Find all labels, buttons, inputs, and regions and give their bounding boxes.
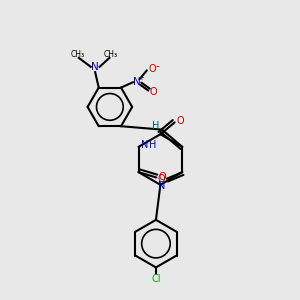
Text: N: N [133,77,140,87]
Text: O: O [148,64,156,74]
Text: O: O [157,174,165,184]
Text: CH₃: CH₃ [70,50,84,59]
Text: N: N [141,140,149,150]
Text: O: O [150,87,158,97]
Text: N: N [91,62,99,72]
Text: +: + [138,75,144,81]
Text: O: O [158,172,166,182]
Text: O: O [177,116,184,126]
Text: N: N [158,181,165,191]
Text: Cl: Cl [151,274,161,284]
Text: H: H [152,121,160,131]
Text: -: - [155,61,159,70]
Text: CH₃: CH₃ [104,50,118,59]
Text: H: H [148,140,156,150]
